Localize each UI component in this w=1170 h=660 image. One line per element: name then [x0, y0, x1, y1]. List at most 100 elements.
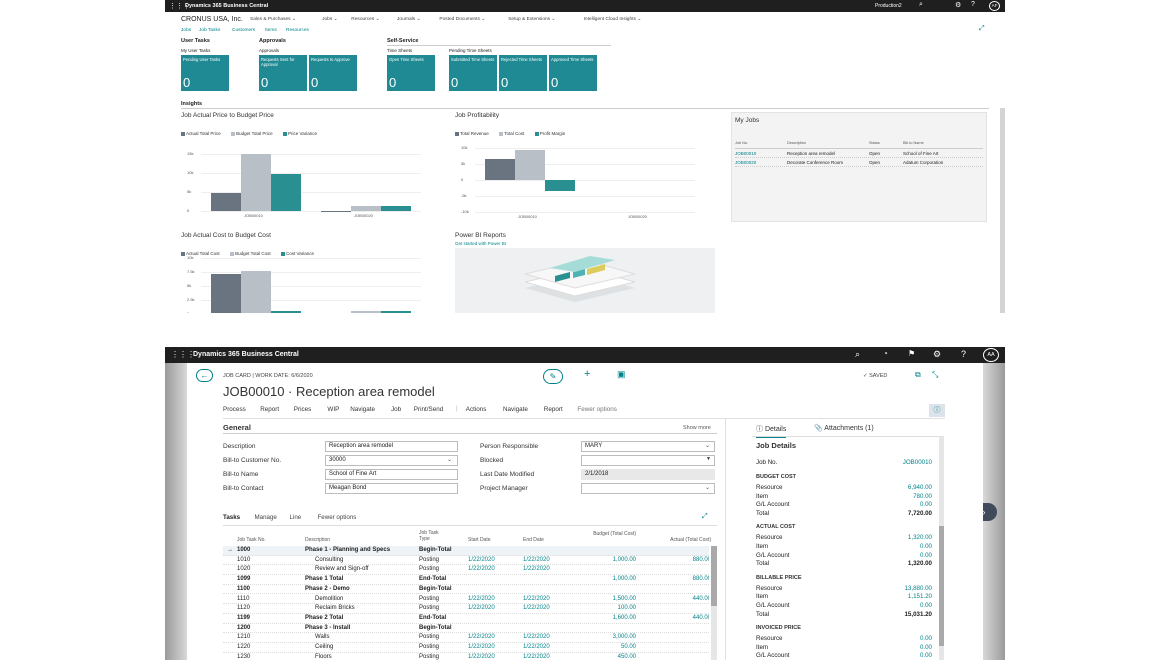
action-job[interactable]: Job — [391, 406, 402, 413]
factbox-value[interactable]: 0.00 — [919, 652, 932, 660]
chart-title[interactable]: Job Actual Cost to Budget Cost — [181, 232, 271, 239]
factbox-value[interactable]: 780.00 — [913, 492, 932, 500]
cell[interactable]: 1/22/2020 — [523, 595, 550, 602]
my-jobs-row[interactable]: JOB00020 Decorate Conference Room Open Adat… — [735, 158, 983, 167]
column-header[interactable]: Status — [869, 141, 880, 145]
bill-to-customer-field[interactable]: 30000 — [325, 455, 458, 466]
action-actions[interactable]: Actions — [465, 406, 487, 413]
settings-icon[interactable]: ⚙ — [933, 349, 942, 359]
menu-item[interactable]: Setup & Extensions ⌄ — [508, 17, 556, 22]
table-row[interactable]: → 1000 Phase 1 - Planning and Specs Begin-T… — [223, 546, 709, 556]
menu-item[interactable]: Jobs ⌄ — [322, 17, 338, 22]
cell[interactable]: 1/22/2020 — [523, 566, 550, 573]
waffle-icon[interactable]: ⋮⋮⋮ — [169, 3, 190, 10]
col-actual-total-cost[interactable]: Actual (Total Cost) — [670, 537, 711, 543]
my-jobs-row[interactable]: JOB00010 Reception area remodel Open School… — [735, 149, 983, 158]
cell[interactable]: 880.00 — [692, 556, 709, 563]
cell[interactable]: 880.00 — [692, 576, 709, 583]
scroll-thumb[interactable] — [711, 546, 717, 606]
tasks-tab-tasks[interactable]: Tasks — [223, 514, 241, 521]
tile-requests-to-approve[interactable]: Requests to Approve 0 — [309, 55, 357, 91]
new-icon[interactable]: + — [584, 368, 591, 380]
tile-requests-sent[interactable]: Requests Sent for Approval 0 — [259, 55, 307, 91]
factbox-value[interactable]: 1,320.00 — [907, 534, 932, 542]
chevron-down-icon[interactable]: ⌄ — [447, 457, 453, 463]
action-process[interactable]: Process — [223, 406, 246, 413]
chart-bar[interactable] — [241, 154, 271, 211]
table-row[interactable]: 1100 Phase 2 - Demo Begin-Total — [223, 585, 709, 595]
expand-icon[interactable]: ⤢ — [979, 25, 985, 32]
chart-bar[interactable] — [241, 270, 271, 313]
cell[interactable]: 1/22/2020 — [468, 566, 495, 573]
menu-item[interactable]: Resources ⌄ — [351, 17, 380, 22]
attachments-tab[interactable]: 📎 Attachments (1) — [814, 425, 874, 432]
action-fewer-options[interactable]: Fewer options — [577, 406, 617, 413]
description-field[interactable]: Reception area remodel — [325, 441, 458, 452]
table-row[interactable]: 1099 Phase 1 Total End-Total 1,000.00 880.00 — [223, 575, 709, 585]
chart-bar[interactable] — [351, 206, 381, 211]
chart-bar[interactable] — [351, 310, 381, 313]
col-end-date[interactable]: End Date — [523, 537, 544, 543]
help-icon[interactable]: ? — [961, 349, 967, 359]
chevron-down-icon[interactable]: ⌄ — [705, 485, 711, 491]
tasks-scrollbar[interactable] — [711, 546, 717, 660]
collapse-icon[interactable]: ⤡ — [932, 370, 939, 379]
action-navigate[interactable]: Navigate — [503, 406, 528, 413]
search-icon[interactable]: ⌕ — [919, 1, 923, 8]
subnav-link[interactable]: Jobs — [181, 28, 192, 33]
table-row[interactable]: 1020 Review and Sign-off Posting 1/22/2020 1… — [223, 565, 709, 576]
power-bi-link[interactable]: Get started with Power BI — [455, 241, 507, 246]
factbox-value[interactable]: 0.00 — [919, 602, 932, 609]
job-details-heading[interactable]: Job Details — [756, 441, 797, 450]
search-icon[interactable]: ⌕ — [855, 349, 861, 359]
tile-open-time-sheets[interactable]: Open Time Sheets 0 — [387, 55, 435, 91]
details-tab[interactable]: ⓘ Details — [756, 424, 787, 438]
top-scrollbar[interactable] — [1000, 108, 1005, 313]
settings-icon[interactable]: ⚙ — [955, 2, 962, 9]
action-prices[interactable]: Prices — [293, 406, 312, 413]
general-heading[interactable]: General — [223, 423, 251, 432]
chart-bar[interactable] — [271, 310, 301, 313]
power-bi-title[interactable]: Power BI Reports — [455, 232, 506, 239]
menu-item[interactable]: Intelligent Cloud Insights ⌄ — [583, 17, 642, 22]
chart-bar[interactable] — [321, 211, 351, 212]
column-header[interactable]: Job No. — [735, 141, 749, 145]
dropdown-arrow-icon[interactable]: ▼ — [706, 456, 711, 462]
scroll-thumb[interactable] — [939, 526, 944, 646]
back-button[interactable]: ← — [196, 369, 213, 382]
subnav-link[interactable]: Job Tasks — [199, 28, 221, 33]
col-budget-total-cost[interactable]: Budget (Total Cost) — [593, 531, 636, 537]
cell[interactable]: 440.00 — [692, 614, 709, 621]
factbox-value[interactable]: 6,940.00 — [907, 484, 932, 491]
column-header[interactable]: Bill-to Name — [903, 141, 924, 145]
my-jobs-title[interactable]: My Jobs — [735, 117, 760, 124]
factbox-value[interactable]: 0.00 — [919, 501, 932, 509]
project-manager-field[interactable] — [581, 483, 715, 494]
tile-submitted-time-sheets[interactable]: Submitted Time Sheets 0 — [449, 55, 497, 91]
tile-pending-user-tasks[interactable]: Pending User Tasks 0 — [181, 55, 229, 91]
person-responsible-field[interactable]: MARY — [581, 441, 715, 452]
table-row[interactable]: 1010 Consulting Posting 1/22/2020 1/22/2020 1… — [223, 556, 709, 566]
waffle-icon[interactable]: ⋮⋮⋮ — [171, 350, 195, 359]
chart-title[interactable]: Job Profitability — [455, 112, 500, 119]
blocked-field[interactable] — [581, 455, 715, 466]
menu-item[interactable]: Sales & Purchases ⌄ — [250, 17, 296, 22]
cell[interactable]: 1/22/2020 — [468, 644, 495, 650]
table-row[interactable]: 1230 Floors Posting 1/22/2020 1/22/2020 450.0… — [223, 653, 709, 660]
flag-icon[interactable]: ⚑ — [908, 349, 916, 358]
cell[interactable]: 1/22/2020 — [523, 634, 550, 641]
col-job-task-no[interactable]: Job Task No. — [237, 537, 266, 543]
table-row[interactable]: 1120 Reclaim Bricks Posting 1/22/2020 1/22/2… — [223, 604, 709, 614]
cell[interactable]: JOB00020 — [735, 160, 757, 165]
subnav-link[interactable]: Resources — [286, 28, 309, 33]
cell[interactable]: 1/22/2020 — [468, 605, 495, 612]
chart-bar[interactable] — [545, 180, 575, 192]
avatar[interactable]: AF — [989, 1, 1000, 11]
menu-item[interactable]: Posted Documents ⌄ — [439, 17, 486, 22]
menu-item[interactable]: Journals ⌄ — [397, 17, 421, 22]
chart-bar[interactable] — [381, 310, 411, 313]
subnav-link[interactable]: Items — [265, 28, 277, 33]
cell[interactable]: 1/22/2020 — [468, 595, 495, 602]
col-start-date[interactable]: Start Date — [468, 537, 491, 543]
cell[interactable]: 1/22/2020 — [523, 556, 550, 563]
